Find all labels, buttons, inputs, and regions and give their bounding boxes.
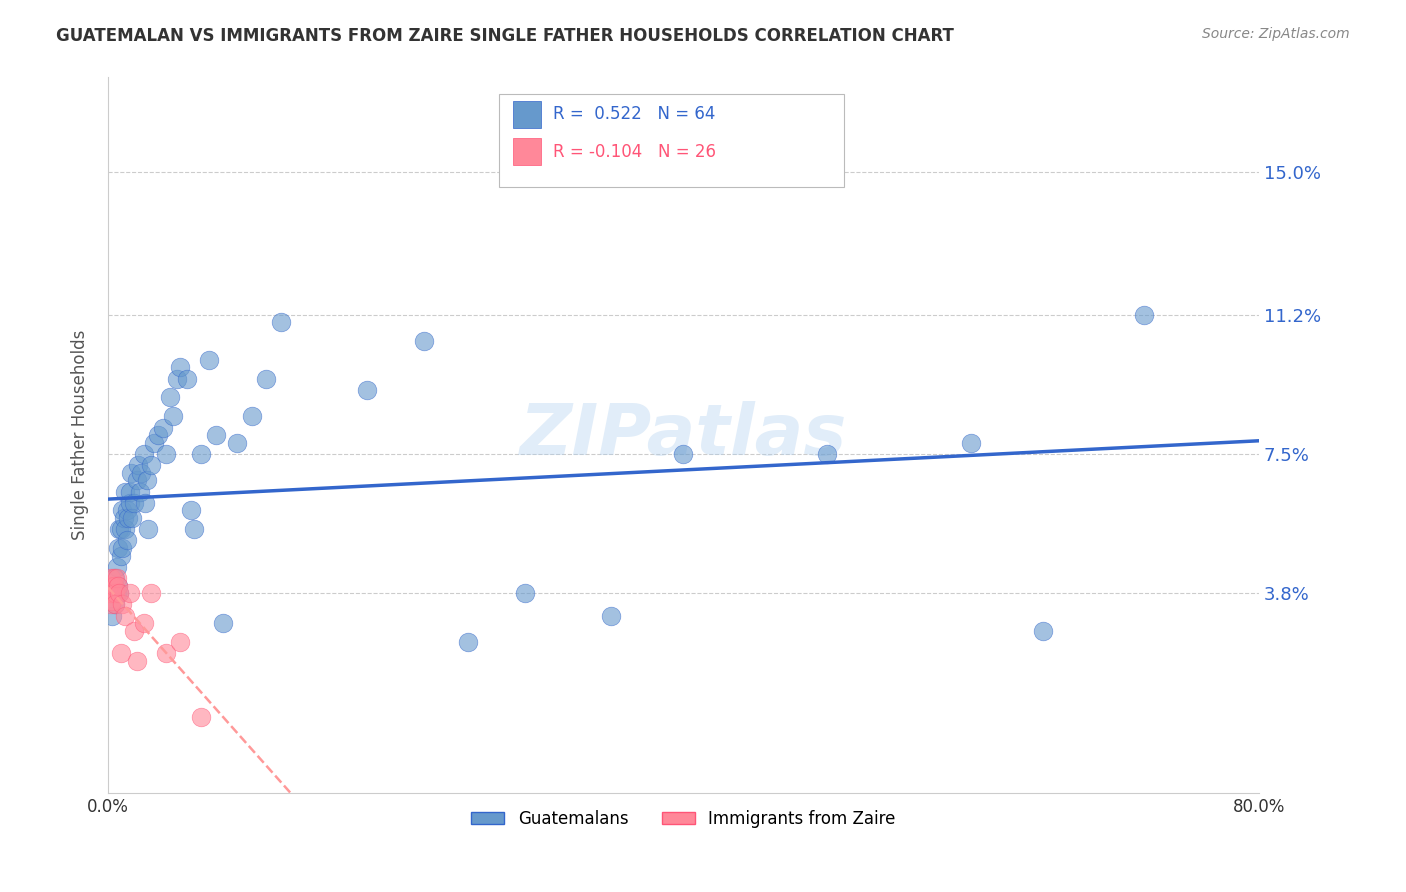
Point <box>176 371 198 385</box>
Point <box>118 496 141 510</box>
Point <box>254 371 277 385</box>
Point <box>101 579 124 593</box>
Point <box>125 473 148 487</box>
Point <box>110 522 132 536</box>
Point <box>122 624 145 638</box>
Point <box>118 484 141 499</box>
Point <box>197 352 219 367</box>
Point <box>132 447 155 461</box>
Point <box>118 586 141 600</box>
Point <box>103 579 125 593</box>
Point <box>166 371 188 385</box>
Point <box>101 586 124 600</box>
Point <box>104 598 127 612</box>
Point <box>98 586 121 600</box>
Point <box>169 635 191 649</box>
Point <box>180 503 202 517</box>
Point <box>226 435 249 450</box>
Point <box>104 586 127 600</box>
Point <box>121 511 143 525</box>
Point <box>169 360 191 375</box>
Point <box>100 586 122 600</box>
Point <box>600 608 623 623</box>
Point <box>100 586 122 600</box>
Point <box>136 522 159 536</box>
Point <box>128 484 150 499</box>
Point <box>139 458 162 472</box>
Point <box>107 579 129 593</box>
Point <box>155 646 177 660</box>
Point <box>98 579 121 593</box>
Point <box>107 579 129 593</box>
Point <box>104 571 127 585</box>
Point <box>413 334 436 348</box>
Point <box>120 466 142 480</box>
Point <box>112 511 135 525</box>
Point <box>270 315 292 329</box>
Point <box>672 447 695 461</box>
Point <box>205 428 228 442</box>
Point <box>212 616 235 631</box>
Point <box>101 608 124 623</box>
Point <box>143 435 166 450</box>
Text: GUATEMALAN VS IMMIGRANTS FROM ZAIRE SINGLE FATHER HOUSEHOLDS CORRELATION CHART: GUATEMALAN VS IMMIGRANTS FROM ZAIRE SING… <box>56 27 955 45</box>
Point <box>132 616 155 631</box>
Point <box>135 473 157 487</box>
Point <box>111 598 134 612</box>
Point <box>100 598 122 612</box>
Point <box>105 586 128 600</box>
Point <box>1132 308 1154 322</box>
Point <box>101 593 124 607</box>
Point <box>240 409 263 424</box>
Point <box>122 496 145 510</box>
Point <box>155 447 177 461</box>
Point <box>107 541 129 555</box>
Point <box>103 579 125 593</box>
Point <box>457 635 479 649</box>
Point <box>103 571 125 585</box>
Point <box>114 608 136 623</box>
Point <box>105 571 128 585</box>
Point <box>104 598 127 612</box>
Point <box>183 522 205 536</box>
Point <box>134 496 156 510</box>
Point <box>190 710 212 724</box>
Point <box>127 458 149 472</box>
Point <box>115 533 138 548</box>
Point <box>110 646 132 660</box>
Point <box>108 522 131 536</box>
Point <box>100 571 122 585</box>
Point <box>159 391 181 405</box>
Point <box>960 435 983 450</box>
Point <box>815 447 838 461</box>
Point <box>108 586 131 600</box>
Point <box>114 522 136 536</box>
Point <box>111 503 134 517</box>
Point <box>1032 624 1054 638</box>
Point <box>110 549 132 563</box>
Point <box>356 383 378 397</box>
Point <box>105 559 128 574</box>
Point <box>108 586 131 600</box>
Point <box>125 654 148 668</box>
Text: ZIPatlas: ZIPatlas <box>520 401 846 469</box>
Point <box>162 409 184 424</box>
Text: Source: ZipAtlas.com: Source: ZipAtlas.com <box>1202 27 1350 41</box>
Point <box>111 541 134 555</box>
Point <box>148 428 170 442</box>
Point <box>513 586 536 600</box>
Legend: Guatemalans, Immigrants from Zaire: Guatemalans, Immigrants from Zaire <box>464 803 903 834</box>
Point <box>152 420 174 434</box>
Point <box>190 447 212 461</box>
Point <box>115 503 138 517</box>
Point <box>139 586 162 600</box>
Point <box>114 484 136 499</box>
Point <box>117 511 139 525</box>
Text: R =  0.522   N = 64: R = 0.522 N = 64 <box>553 105 714 123</box>
Y-axis label: Single Father Households: Single Father Households <box>72 330 89 541</box>
Point <box>129 466 152 480</box>
Text: R = -0.104   N = 26: R = -0.104 N = 26 <box>553 143 716 161</box>
